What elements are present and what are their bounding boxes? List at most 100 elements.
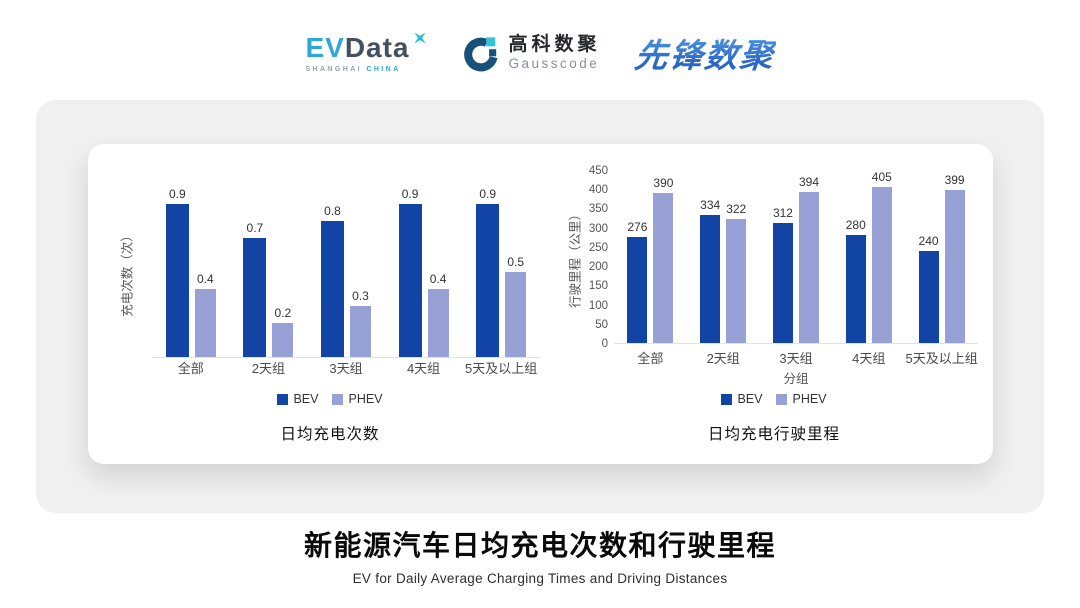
legend-item-phev: PHEV	[332, 392, 383, 406]
bar-groups: 0.9 0.4 0.7 0.2 0.8 0.3 0.9 0.4 0.9 0.5	[152, 187, 540, 357]
bar-column: 0.3	[349, 289, 371, 357]
bar-groups: 276 390 334 322 312 394 280 405 240 399	[614, 170, 978, 343]
bar-phev	[427, 289, 449, 357]
bar-column: 0.5	[505, 255, 527, 357]
legend-item-bev: BEV	[277, 392, 318, 406]
category-label: 全部	[637, 351, 664, 366]
bar-phev	[726, 219, 747, 343]
bar-value-label: 0.5	[507, 255, 525, 269]
bar-column: 0.9	[165, 187, 189, 357]
plot-area: 0.9 0.4 0.7 0.2 0.8 0.3 0.9 0.4 0.9 0.5	[152, 187, 540, 358]
bar-group: 312 394	[760, 171, 833, 343]
bar-column: 312	[773, 206, 793, 343]
bar-bev	[165, 204, 189, 357]
footer: 新能源汽车日均充电次数和行驶里程 EV for Daily Average Ch…	[0, 524, 1080, 586]
bar-group: 0.9 0.4	[385, 187, 463, 357]
chart-daily-driving-distance: 行驶里程（公里） 0 50 100 150 200 250 300 350 400 450 276 39…	[566, 156, 982, 456]
chart-title: 日均充电行驶里程	[707, 426, 840, 443]
bar-phev	[799, 191, 819, 343]
bar-value-label: 390	[653, 176, 674, 191]
y-tick-label: 450	[588, 165, 608, 177]
bar-group: 334 322	[687, 171, 760, 343]
bar-group: 0.9 0.5	[462, 187, 540, 357]
evdata-ev-text: EV	[305, 31, 345, 63]
bar-column: 334	[700, 198, 720, 343]
charts-card: 充电次数（次） 0.9 0.4 0.7 0.2 0.8 0.3 0.9 0.4 0.9 0.5 全部 2…	[88, 144, 993, 464]
chart-title: 日均充电次数	[280, 426, 380, 443]
bar-value-label: 405	[871, 170, 892, 185]
bar-value-label: 394	[798, 174, 820, 189]
bar-phev	[505, 272, 527, 357]
bar-value-label: 0.9	[401, 187, 419, 201]
bar-group: 0.8 0.3	[307, 188, 385, 357]
bar-phev	[349, 306, 371, 357]
legend-swatch	[721, 393, 733, 405]
category-labels: 全部 2天组 3天组 4天组 5天及以上组	[152, 358, 540, 377]
bar-phev	[194, 289, 216, 357]
bar-group: 0.9 0.4	[152, 187, 230, 357]
bar-value-label: 0.4	[196, 272, 214, 286]
bar-value-label: 0.9	[168, 187, 186, 201]
gausscode-cn-text: 高科数聚	[508, 34, 601, 56]
bar-bev	[700, 214, 721, 343]
bar-column: 0.9	[476, 187, 500, 357]
bar-bev	[627, 236, 648, 343]
bar-value-label: 0.9	[479, 187, 497, 201]
bar-value-label: 0.3	[352, 289, 369, 303]
pioneer-logo: 先锋数聚	[632, 29, 777, 77]
bar-value-label: 399	[944, 172, 965, 187]
bar-column: 0.8	[320, 204, 344, 357]
bar-column: 0.7	[243, 221, 267, 357]
chart-legend: BEV PHEV	[112, 392, 548, 406]
bar-bev	[845, 235, 866, 343]
page-title: 新能源汽车日均充电次数和行驶里程	[303, 530, 776, 561]
bar-column: 390	[653, 176, 673, 343]
legend-item-phev: PHEV	[776, 392, 827, 406]
category-label: 3天组	[779, 351, 813, 366]
category-labels: 全部 2天组 3天组 4天组 5天及以上组	[614, 348, 978, 367]
evdata-star-icon	[413, 31, 426, 44]
category-label: 2天组	[706, 351, 740, 366]
category-label: 5天及以上组	[905, 351, 978, 366]
gausscode-icon	[463, 37, 497, 72]
x-axis-label: 分组	[783, 372, 809, 386]
bar-column: 280	[846, 218, 866, 343]
bar-value-label: 0.7	[246, 221, 264, 235]
y-tick-label: 0	[601, 338, 608, 350]
y-tick-label: 300	[588, 222, 608, 235]
legend-label: PHEV	[792, 392, 827, 406]
evdata-data-text: Data	[344, 31, 410, 63]
bar-group: 276 390	[614, 171, 687, 343]
gausscode-en-text: Gausscode	[508, 56, 600, 72]
y-tick-label: 400	[588, 184, 608, 197]
y-tick-label: 150	[588, 280, 608, 293]
bar-value-label: 0.2	[274, 306, 292, 320]
legend-swatch	[776, 393, 788, 405]
bar-bev	[398, 204, 422, 357]
bar-column: 0.4	[427, 272, 449, 357]
bar-phev	[944, 189, 965, 343]
y-tick-label: 100	[588, 299, 608, 312]
page-subtitle: EV for Daily Average Charging Times and …	[352, 571, 728, 586]
bar-column: 0.2	[272, 306, 294, 357]
bar-group: 280 405	[832, 170, 905, 343]
category-label: 全部	[177, 361, 204, 376]
chart-legend: BEV PHEV	[566, 392, 982, 406]
bar-value-label: 0.8	[324, 204, 341, 218]
legend-swatch	[332, 393, 344, 405]
y-axis-label: 充电次数（次）	[120, 229, 135, 317]
bar-phev	[272, 323, 294, 357]
bar-column: 240	[919, 234, 939, 343]
bar-value-label: 0.4	[429, 272, 447, 286]
bar-bev	[918, 250, 939, 343]
bar-group: 0.7 0.2	[230, 188, 308, 357]
evdata-logo: EV Data SHANGHAI CHINA	[305, 31, 427, 73]
chart-daily-charging-times: 充电次数（次） 0.9 0.4 0.7 0.2 0.8 0.3 0.9 0.4 0.9 0.5 全部 2…	[112, 156, 548, 456]
bar-column: 399	[945, 173, 965, 343]
bar-value-label: 312	[772, 206, 793, 221]
bar-value-label: 240	[918, 233, 939, 248]
evdata-subtitle: SHANGHAI CHINA	[305, 65, 401, 73]
bar-value-label: 322	[726, 202, 747, 217]
category-label: 2天组	[251, 361, 285, 376]
